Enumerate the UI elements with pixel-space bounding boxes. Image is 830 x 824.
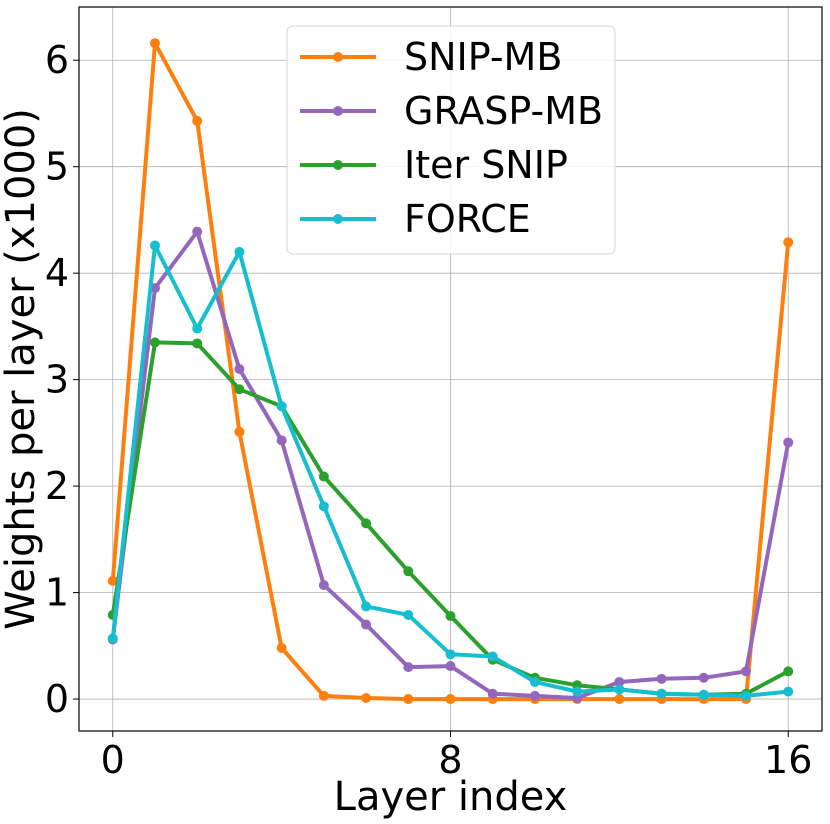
legend: SNIP-MB GRASP-MB Iter SNIP FORCE: [286, 25, 616, 255]
data-point-snip-mb: [276, 642, 287, 653]
y-tick-label: 0: [45, 677, 69, 721]
data-point-force: [149, 240, 160, 251]
data-point-grasp-mb: [656, 673, 667, 684]
x-tick-label: 16: [764, 738, 812, 782]
data-point-force: [234, 246, 245, 257]
data-point-force: [107, 633, 118, 644]
data-point-grasp-mb: [234, 364, 245, 374]
legend-marker-iter-snip: [333, 160, 343, 170]
legend-label-snip-mb: SNIP-MB: [404, 35, 562, 79]
data-point-snip-mb: [445, 694, 456, 705]
data-point-snip-mb: [783, 237, 794, 248]
x-axis-label: Layer index: [334, 774, 568, 820]
data-point-force: [529, 677, 540, 688]
data-point-force: [487, 651, 498, 662]
data-point-force: [192, 323, 203, 334]
data-point-force: [741, 690, 752, 701]
data-point-grasp-mb: [403, 662, 414, 673]
data-point-iter-snip: [361, 518, 372, 529]
y-tick-label: 5: [45, 145, 69, 189]
data-point-force: [318, 501, 329, 512]
data-point-grasp-mb: [783, 437, 794, 448]
data-point-force: [656, 688, 667, 699]
y-axis-label: Weights per layer (x1000): [0, 108, 44, 630]
data-point-iter-snip: [403, 566, 414, 577]
data-point-grasp-mb: [361, 619, 372, 630]
y-tick-label: 6: [45, 38, 69, 82]
data-point-force: [445, 649, 456, 660]
data-point-grasp-mb: [318, 580, 329, 591]
legend-marker-force: [333, 214, 343, 224]
data-point-snip-mb: [149, 38, 160, 49]
data-point-snip-mb: [614, 694, 625, 705]
data-point-iter-snip: [783, 666, 794, 677]
data-point-force: [403, 609, 414, 620]
legend-box: [286, 25, 616, 255]
data-point-snip-mb: [361, 692, 372, 703]
data-point-snip-mb: [318, 690, 329, 701]
data-point-grasp-mb: [192, 226, 203, 237]
data-point-force: [783, 686, 794, 697]
data-point-force: [361, 601, 372, 612]
data-point-snip-mb: [107, 575, 118, 586]
data-point-force: [698, 689, 709, 700]
data-point-grasp-mb: [741, 666, 752, 677]
y-tick-label: 2: [45, 464, 69, 508]
data-point-force: [276, 401, 287, 412]
legend-label-grasp-mb: GRASP-MB: [404, 89, 603, 133]
data-point-force: [572, 686, 583, 697]
data-point-iter-snip: [192, 338, 203, 349]
tick-labels: 0 8 16 0 1 2 3 4 5 6: [45, 38, 813, 782]
data-point-snip-mb: [403, 694, 414, 705]
legend-marker-grasp-mb: [333, 106, 343, 116]
data-point-iter-snip: [149, 337, 160, 348]
series-group: [107, 38, 794, 705]
y-tick-label: 4: [45, 251, 69, 295]
data-point-grasp-mb: [487, 688, 498, 699]
data-point-snip-mb: [192, 115, 203, 126]
x-tick-label: 0: [101, 738, 125, 782]
series-force: [107, 240, 794, 701]
data-point-grasp-mb: [445, 661, 456, 672]
data-point-iter-snip: [234, 384, 245, 395]
legend-marker-snip-mb: [333, 52, 343, 62]
data-point-snip-mb: [234, 426, 245, 437]
data-point-force: [614, 684, 625, 695]
y-tick-label: 1: [45, 571, 69, 615]
y-tick-label: 3: [45, 358, 69, 402]
data-point-grasp-mb: [529, 690, 540, 701]
data-point-iter-snip: [318, 471, 329, 482]
data-point-iter-snip: [445, 611, 456, 622]
data-point-grasp-mb: [614, 677, 625, 688]
x-tick-label: 8: [438, 738, 462, 782]
data-point-grasp-mb: [276, 435, 287, 446]
data-point-grasp-mb: [698, 672, 709, 683]
legend-label-force: FORCE: [404, 197, 531, 241]
legend-label-iter-snip: Iter SNIP: [404, 143, 568, 187]
